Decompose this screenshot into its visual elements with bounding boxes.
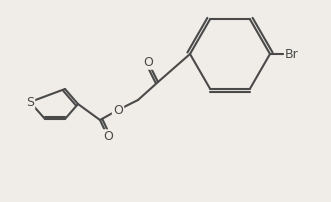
Text: O: O [103, 130, 113, 143]
Text: O: O [143, 56, 153, 68]
Text: Br: Br [285, 47, 299, 61]
Text: S: S [26, 96, 34, 108]
Text: O: O [113, 103, 123, 117]
